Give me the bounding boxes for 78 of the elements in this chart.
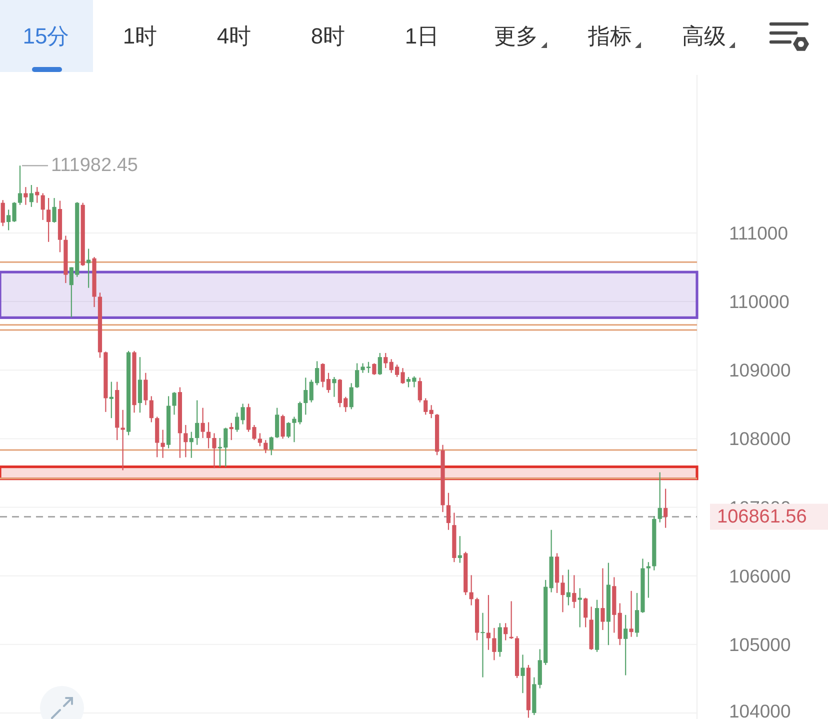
candlestick <box>304 377 308 416</box>
candlestick <box>240 403 245 425</box>
candlestick <box>212 432 216 469</box>
candlestick <box>40 192 45 221</box>
candlestick <box>578 588 582 628</box>
tab-label: 1时 <box>122 24 158 48</box>
candlestick <box>384 352 388 369</box>
candlestick <box>492 627 496 661</box>
candlestick <box>424 398 428 416</box>
tab-selected: 15分 <box>0 0 93 72</box>
y-tick-label: 110000 <box>729 291 790 312</box>
candlestick <box>229 422 234 441</box>
candlestick <box>349 382 354 410</box>
y-tick-label: 108000 <box>729 428 791 450</box>
candlestick <box>0 200 5 227</box>
candlestick <box>664 488 668 528</box>
candlestick <box>235 412 240 432</box>
candlestick <box>624 614 628 676</box>
candlestick <box>504 622 508 641</box>
y-tick-label: 104000 <box>729 700 791 719</box>
y-tick-label: 111000 <box>729 222 788 244</box>
candlestick <box>418 377 422 403</box>
tab-label: 8时 <box>310 24 346 48</box>
candlestick <box>258 432 262 447</box>
candlestick <box>206 422 211 449</box>
candlestick <box>24 186 28 206</box>
candlestick <box>109 381 114 419</box>
tab-label: 指标 <box>588 24 632 48</box>
tab-label: 4时 <box>216 24 252 48</box>
tab-label: 高级 <box>682 24 726 48</box>
candlestick <box>138 356 142 414</box>
candlestick <box>86 248 91 288</box>
candlestick <box>469 574 474 606</box>
candlestick <box>29 184 34 208</box>
candlestick <box>372 362 376 376</box>
candlestick <box>120 409 125 471</box>
y-tick-label: 106000 <box>729 565 791 586</box>
candlestick <box>144 372 148 406</box>
candlestick <box>378 352 382 376</box>
candlestick <box>149 396 154 423</box>
candlestick <box>600 568 605 631</box>
y-tick-label: 109000 <box>729 360 791 381</box>
candlestick <box>160 429 165 458</box>
candlestick <box>560 574 565 613</box>
candlestick <box>486 594 491 650</box>
candlestick <box>280 414 285 440</box>
candlestick <box>584 597 588 628</box>
candlestick <box>646 562 650 598</box>
candlestick <box>275 407 280 439</box>
candlestick <box>480 612 485 678</box>
candlestick <box>269 436 274 456</box>
candlestick <box>629 590 634 638</box>
candlestick <box>18 165 22 206</box>
candlestick <box>332 376 336 398</box>
candlestick <box>264 440 268 454</box>
candlestick <box>200 407 205 439</box>
tab-label: 更多 <box>494 24 538 48</box>
candlestick <box>429 404 434 419</box>
candlestick <box>286 422 291 439</box>
candlestick <box>172 392 176 416</box>
candlestick <box>566 569 571 606</box>
candlestick <box>189 431 194 458</box>
ref-line-label: 106861.56 <box>710 504 828 530</box>
candlestick <box>658 472 662 523</box>
tab-label: 1日 <box>404 24 440 48</box>
annotation: 111982.45 <box>50 155 138 176</box>
annotation: 111982.45 <box>22 155 138 176</box>
candlestick <box>572 574 576 609</box>
ref-line-label: 106861.56 <box>717 506 807 528</box>
candlestick <box>446 492 451 530</box>
candlestick <box>520 654 525 694</box>
candlestick <box>355 362 360 388</box>
candlestick <box>52 197 56 224</box>
candlestick <box>46 197 51 242</box>
candlestick <box>195 400 200 446</box>
candlestick <box>35 186 40 204</box>
candlestick <box>184 424 188 458</box>
y-tick-label: 105000 <box>729 634 791 655</box>
